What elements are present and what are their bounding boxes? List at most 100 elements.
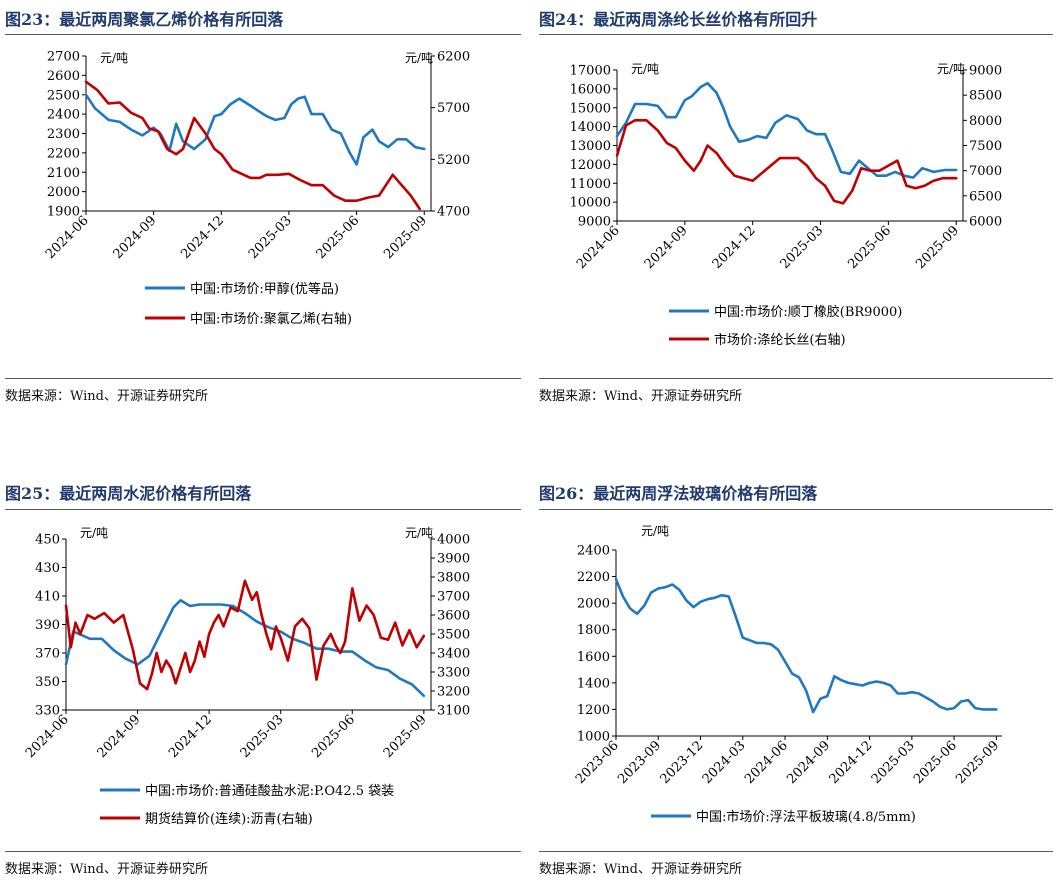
source-note: 数据来源：Wind、开源证券研究所 — [539, 862, 742, 877]
x-tick-label: 2024-09 — [784, 738, 833, 787]
figure-25-panel: 图25：最近两周水泥价格有所回落 330 350 370 390 410 430 450 31… — [5, 474, 521, 881]
right-tick-label: 5700 — [437, 101, 470, 116]
series-line-2 — [84, 80, 422, 211]
left-unit-label: 元/吨 — [80, 526, 108, 540]
left-tick-label: 14000 — [570, 120, 611, 135]
right-tick-label: 4000 — [437, 533, 470, 548]
x-tick-label: 2025-09 — [381, 213, 430, 262]
left-tick-label: 2600 — [47, 69, 80, 84]
left-tick-label: 12000 — [570, 158, 611, 173]
figure-23-chart: 1900 2000 2100 2200 2300 2400 2500 2600 2700 4700… — [43, 50, 470, 328]
left-tick-label: 350 — [35, 675, 60, 690]
left-tick-label: 2200 — [577, 570, 610, 585]
left-tick-label: 9000 — [578, 215, 611, 230]
x-tick-label: 2023-06 — [573, 738, 622, 787]
x-tick-label: 2025-03 — [778, 223, 827, 272]
right-tick-label: 3200 — [437, 685, 470, 700]
right-unit-label: 元/吨 — [405, 51, 433, 65]
x-tick-label: 2024-12 — [178, 213, 227, 262]
left-tick-label: 370 — [35, 647, 60, 662]
series-line-1 — [64, 599, 426, 698]
source-rule — [5, 378, 521, 379]
x-tick-label: 2024-09 — [95, 712, 144, 761]
right-unit-label: 元/吨 — [937, 62, 965, 76]
figure-25-title: 图25：最近两周水泥价格有所回落 — [5, 484, 252, 503]
x-tick-label: 2025-06 — [314, 213, 363, 262]
right-tick-label: 3600 — [437, 609, 470, 624]
left-tick-label: 2400 — [47, 108, 80, 123]
left-tick-label: 1400 — [577, 676, 610, 691]
left-tick-label: 2500 — [47, 88, 80, 103]
left-tick-label: 10000 — [570, 196, 611, 211]
x-tick-label: 2025-09 — [381, 712, 430, 761]
left-tick-label: 390 — [35, 618, 60, 633]
legend-label-2: 市场价:涤纶长丝(右轴) — [714, 332, 846, 348]
left-tick-label: 15000 — [570, 101, 611, 116]
title-rule — [539, 34, 1053, 35]
left-unit-label: 元/吨 — [631, 62, 659, 76]
x-tick-label: 2025-09 — [913, 223, 962, 272]
left-tick-label: 2100 — [47, 166, 80, 181]
left-tick-label: 13000 — [570, 139, 611, 154]
legend-label-2: 期货结算价(连续):沥青(右轴) — [145, 811, 313, 827]
figure-26-panel: 图26：最近两周浮法玻璃价格有所回落 1000 1200 1400 1600 1800 2… — [539, 474, 1053, 881]
title-rule — [5, 34, 521, 35]
legend-label-1: 中国:市场价:浮法平板玻璃(4.8/5mm) — [696, 809, 916, 825]
x-tick-label: 2024-12 — [710, 223, 759, 272]
left-tick-label: 16000 — [570, 82, 611, 97]
right-tick-label: 3100 — [437, 704, 470, 719]
right-tick-label: 7500 — [969, 139, 1002, 154]
figure-26-chart: 100012001400160018002000220024002023-062… — [573, 524, 1002, 825]
left-tick-label: 17000 — [570, 64, 611, 79]
x-tick-label: 2024-09 — [642, 223, 691, 272]
series-line-2 — [64, 579, 426, 691]
left-tick-label: 1600 — [577, 650, 610, 665]
left-tick-label: 2300 — [47, 127, 80, 142]
x-tick-label: 2024-12 — [827, 738, 876, 787]
left-tick-label: 2000 — [47, 185, 80, 200]
title-rule — [539, 509, 1053, 510]
source-note: 数据来源：Wind、开源证券研究所 — [5, 389, 208, 404]
x-tick-label: 2024-06 — [23, 712, 72, 761]
figure-24-panel: 图24：最近两周涤纶长丝价格有所回升 9000 10000 11000 12000 13… — [539, 0, 1053, 420]
right-tick-label: 3400 — [437, 647, 470, 662]
legend-label-1: 中国:市场价:普通硅酸盐水泥:P.O42.5 袋装 — [145, 783, 394, 799]
right-tick-label: 8000 — [969, 114, 1002, 129]
x-tick-label: 2025-03 — [238, 712, 287, 761]
left-tick-label: 1200 — [577, 703, 610, 718]
right-tick-label: 6000 — [969, 215, 1002, 230]
left-tick-label: 430 — [35, 561, 60, 576]
right-tick-label: 3500 — [437, 628, 470, 643]
right-unit-label: 元/吨 — [405, 526, 433, 540]
right-tick-label: 7000 — [969, 164, 1002, 179]
left-tick-label: 2200 — [47, 146, 80, 161]
right-tick-label: 3900 — [437, 552, 470, 567]
figure-24-title: 图24：最近两周涤纶长丝价格有所回升 — [539, 10, 818, 29]
x-tick-label: 2023-09 — [615, 738, 664, 787]
source-note: 数据来源：Wind、开源证券研究所 — [5, 862, 208, 877]
series-line-1 — [84, 93, 426, 166]
left-tick-label: 11000 — [570, 177, 611, 192]
x-tick-label: 2023-12 — [658, 738, 707, 787]
source-note: 数据来源：Wind、开源证券研究所 — [539, 389, 742, 404]
left-tick-label: 1900 — [47, 205, 80, 220]
figure-23-panel: 图23：最近两周聚氯乙烯价格有所回落 1900 2000 2100 2200 2300 2… — [5, 0, 521, 420]
series-line-1 — [614, 577, 998, 714]
right-tick-label: 6500 — [969, 189, 1002, 204]
x-tick-label: 2024-06 — [574, 223, 623, 272]
figure-26-title: 图26：最近两周浮法玻璃价格有所回落 — [539, 484, 818, 503]
title-rule — [5, 509, 521, 510]
right-tick-label: 8500 — [969, 89, 1002, 104]
legend-label-1: 中国:市场价:甲醇(优等品) — [190, 281, 339, 297]
right-tick-label: 3800 — [437, 571, 470, 586]
figure-24-chart: 9000 10000 11000 12000 13000 14000 15000 16000 1… — [570, 62, 1002, 348]
left-unit-label: 元/吨 — [100, 51, 128, 65]
left-tick-label: 2700 — [47, 50, 80, 65]
left-tick-label: 2000 — [577, 597, 610, 612]
right-tick-label: 5200 — [437, 153, 470, 168]
x-tick-label: 2025-06 — [309, 712, 358, 761]
right-tick-label: 3700 — [437, 590, 470, 605]
x-tick-label: 2024-06 — [43, 213, 92, 262]
left-tick-label: 410 — [35, 590, 60, 605]
left-tick-label: 450 — [35, 533, 60, 548]
